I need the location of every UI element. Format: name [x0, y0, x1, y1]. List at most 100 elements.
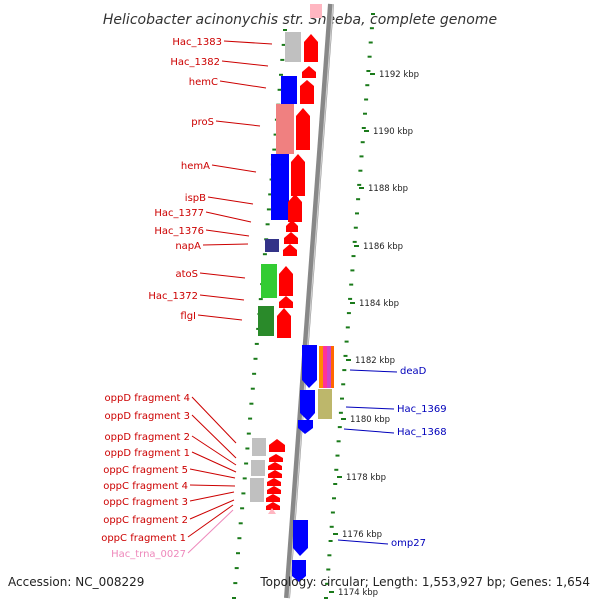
- ring-dot: [326, 568, 331, 571]
- ring-dot: [364, 98, 369, 101]
- gene-hema-arrow[interactable]: [291, 154, 305, 196]
- label-hac1372[interactable]: Hac_1372: [148, 291, 198, 302]
- gene-atos-block[interactable]: [261, 264, 277, 298]
- gene-hemc-arrow[interactable]: [300, 80, 314, 104]
- label-oppd-frag3[interactable]: oppD fragment 3: [105, 411, 191, 422]
- ring-dot: [241, 492, 246, 495]
- ring-dot: [338, 411, 343, 414]
- gene-oppc-frag5-arrow[interactable]: [267, 478, 281, 486]
- gene-oppc-block-1[interactable]: [250, 478, 264, 502]
- ring-dot: [371, 13, 375, 15]
- label-oppc-frag2[interactable]: oppC fragment 2: [103, 515, 188, 526]
- label-oppd-frag4[interactable]: oppD fragment 4: [105, 393, 191, 404]
- gene-hac1376-arrow[interactable]: [284, 232, 298, 244]
- label-hac1376[interactable]: Hac_1376: [154, 226, 204, 237]
- ring-dot: [340, 397, 344, 400]
- label-oppc-frag4[interactable]: oppC fragment 4: [103, 481, 188, 492]
- ring-dot: [253, 357, 258, 360]
- gene-dead-block-orange2[interactable]: [331, 346, 334, 388]
- ring-dot: [335, 454, 340, 457]
- tick-label: 1174 kbp: [338, 588, 378, 598]
- label-hac1369[interactable]: Hac_1369: [397, 404, 447, 415]
- gene-dead-block-violet[interactable]: [327, 346, 331, 388]
- ring-dots: [232, 13, 375, 599]
- label-hac1382[interactable]: Hac_1382: [170, 57, 220, 68]
- label-pros[interactable]: proS: [191, 117, 214, 128]
- ring-dot: [368, 41, 373, 44]
- left-label-text: Hac_1383 Hac_1382 hemC proS hemA ispB Ha…: [101, 37, 222, 560]
- gene-oppc-frag4-arrow[interactable]: [267, 486, 281, 494]
- tick-label: 1184 kbp: [359, 299, 399, 309]
- gene-dead-arrow[interactable]: [302, 345, 317, 388]
- label-dead[interactable]: deaD: [400, 366, 427, 377]
- gene-oppd-block-2[interactable]: [251, 460, 265, 476]
- label-oppc-frag1[interactable]: oppC fragment 1: [101, 533, 186, 544]
- gene-napa-block[interactable]: [265, 239, 279, 252]
- gene-atos-arrow[interactable]: [279, 266, 293, 296]
- gene-oppc-frag3-arrow[interactable]: [266, 494, 280, 502]
- ring-dot: [268, 193, 273, 196]
- gene-hac1369-block[interactable]: [318, 389, 332, 419]
- gene-hema-block[interactable]: [271, 154, 289, 220]
- label-oppd-frag1[interactable]: oppD fragment 1: [105, 448, 191, 459]
- ring-dot: [360, 141, 365, 144]
- gene-pros-block[interactable]: [276, 104, 294, 154]
- label-hema[interactable]: hemA: [181, 161, 210, 172]
- gene-dead-block-orange[interactable]: [319, 346, 323, 388]
- gene-oppd-frag1-arrow[interactable]: [268, 470, 282, 478]
- feature-track: [250, 4, 334, 582]
- gene-dead-block-pink[interactable]: [323, 346, 327, 388]
- gene-hac1368-arrow[interactable]: [298, 420, 313, 434]
- ring-dot: [329, 525, 334, 528]
- tick-label: 1192 kbp: [379, 70, 419, 80]
- gene-hemc-block[interactable]: [281, 76, 297, 104]
- gene-oppd-frag2-arrow[interactable]: [268, 462, 282, 470]
- gene-trna-arrow[interactable]: [268, 508, 276, 514]
- ring-dot: [238, 522, 243, 525]
- label-ispb[interactable]: ispB: [185, 193, 206, 204]
- ring-dot: [327, 554, 332, 557]
- gene-ispb-arrow[interactable]: [288, 194, 302, 222]
- label-oppd-frag2[interactable]: oppD fragment 2: [105, 432, 191, 443]
- label-hac1368[interactable]: Hac_1368: [397, 427, 447, 438]
- ring-dot: [232, 597, 236, 599]
- label-hac1377[interactable]: Hac_1377: [154, 208, 204, 219]
- gene-hac1383-block[interactable]: [285, 32, 301, 62]
- gene-hac1382-arrow[interactable]: [302, 66, 316, 78]
- gene-hac1383-arrow[interactable]: [304, 34, 318, 62]
- gene-pros-arrow[interactable]: [296, 108, 310, 150]
- gene-napa-arrow[interactable]: [283, 244, 297, 256]
- gene-omp27-arrow[interactable]: [293, 520, 308, 556]
- gene-oppc-frag2-arrow[interactable]: [266, 502, 280, 510]
- gene-oppd-frag3-arrow[interactable]: [269, 454, 283, 462]
- label-atos[interactable]: atoS: [175, 269, 198, 280]
- ring-dot: [244, 462, 249, 465]
- gene-oppd-block-1[interactable]: [252, 438, 266, 456]
- label-napa[interactable]: napA: [175, 241, 201, 252]
- ring-dot: [245, 447, 250, 450]
- label-omp27[interactable]: omp27: [391, 538, 426, 549]
- gene-top-partial[interactable]: [310, 4, 322, 18]
- tick-label: 1180 kbp: [350, 415, 390, 425]
- ring-dot: [249, 402, 254, 405]
- ring-dot: [369, 27, 374, 30]
- gene-hac1377-arrow[interactable]: [286, 220, 298, 232]
- ring-dot: [352, 240, 357, 243]
- gene-omp27b-arrow[interactable]: [292, 560, 306, 582]
- ring-dot: [344, 340, 349, 343]
- ring-dot: [345, 326, 350, 329]
- gene-oppd-frag4-arrow[interactable]: [269, 439, 285, 452]
- label-oppc-frag3[interactable]: oppC fragment 3: [103, 497, 188, 508]
- label-trna[interactable]: Hac_trna_0027: [111, 549, 186, 560]
- gene-hac1369-arrow[interactable]: [300, 390, 315, 421]
- label-oppc-frag5[interactable]: oppC fragment 5: [103, 465, 188, 476]
- gene-hac1372-arrow[interactable]: [279, 296, 293, 308]
- label-hac1383[interactable]: Hac_1383: [172, 37, 222, 48]
- ring-dot: [366, 70, 371, 72]
- label-flgi[interactable]: flgI: [180, 311, 196, 322]
- ring-dot: [333, 483, 338, 485]
- gene-flgi-arrow[interactable]: [277, 308, 291, 338]
- ring-dot: [242, 477, 247, 480]
- gene-flgi-block[interactable]: [258, 306, 274, 336]
- label-hemc[interactable]: hemC: [189, 77, 218, 88]
